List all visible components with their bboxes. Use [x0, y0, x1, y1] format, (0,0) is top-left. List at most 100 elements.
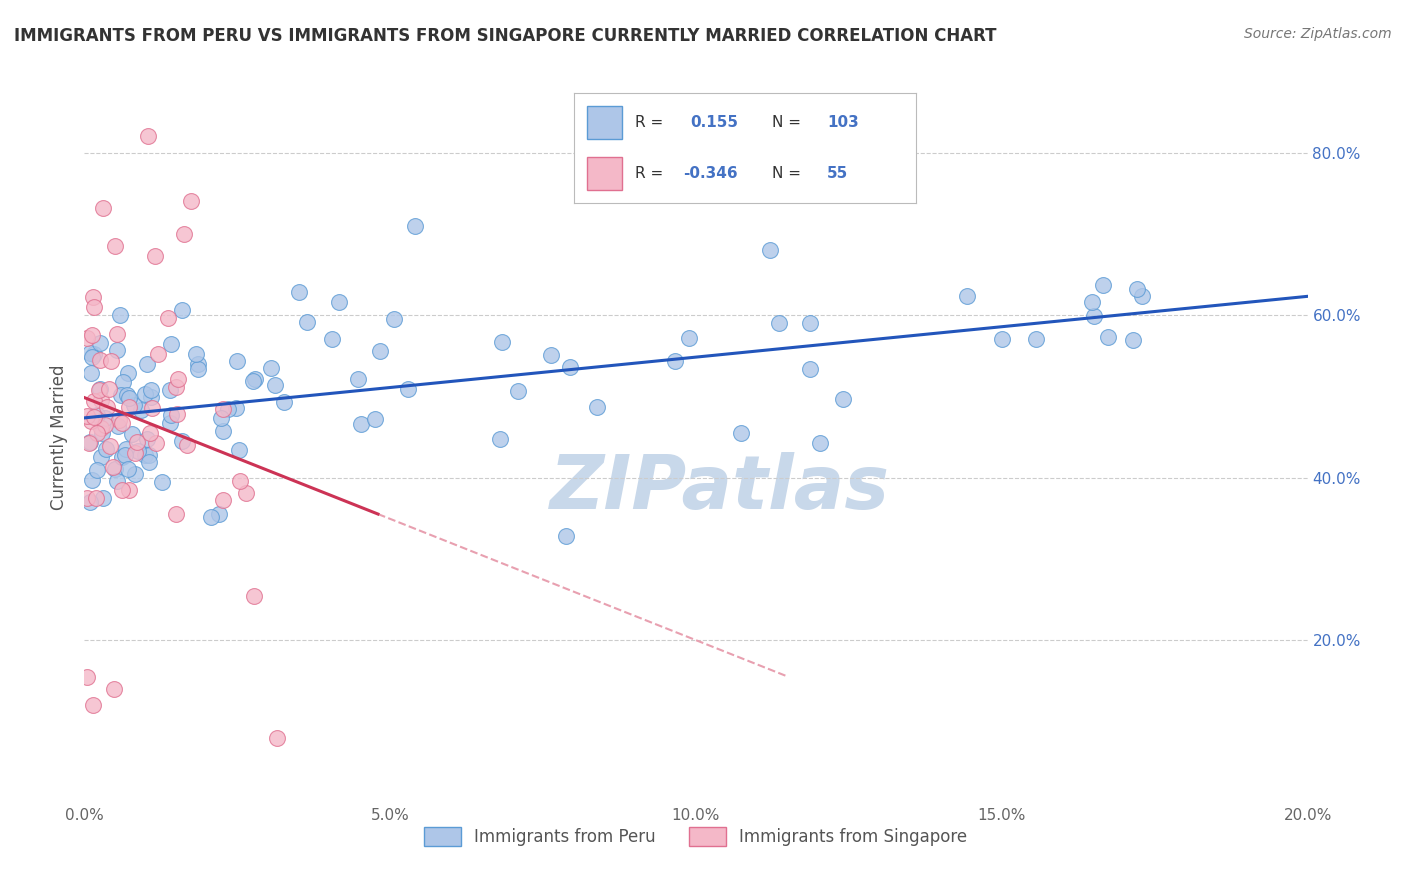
- Point: [129, 403, 152, 417]
- Point: [1125, 282, 1147, 296]
- Point: [111, 417, 134, 431]
- Point: [100, 354, 122, 368]
- Point: [150, 475, 173, 489]
- Point: [105, 326, 128, 341]
- Point: [114, 442, 136, 457]
- Point: [108, 308, 131, 322]
- Point: [90, 450, 112, 465]
- Point: [229, 474, 252, 488]
- Point: [83, 410, 105, 425]
- Point: [288, 285, 311, 299]
- Point: [160, 337, 183, 351]
- Point: [121, 427, 143, 442]
- Point: [139, 390, 162, 404]
- Point: [759, 243, 782, 257]
- Point: [211, 425, 233, 439]
- Point: [186, 347, 208, 361]
- Point: [108, 413, 131, 427]
- Point: [91, 491, 114, 506]
- Point: [176, 438, 198, 452]
- Point: [79, 495, 101, 509]
- Point: [491, 334, 513, 349]
- Point: [664, 353, 686, 368]
- Point: [83, 300, 105, 314]
- Point: [80, 414, 103, 428]
- Point: [404, 219, 426, 233]
- Point: [89, 335, 111, 350]
- Point: [209, 411, 232, 425]
- Point: [1097, 330, 1119, 344]
- Point: [173, 227, 195, 241]
- Point: [956, 289, 979, 303]
- Point: [160, 408, 183, 422]
- Point: [91, 202, 114, 216]
- Point: [678, 331, 700, 345]
- Point: [135, 432, 157, 446]
- Point: [235, 486, 257, 500]
- Point: [799, 317, 821, 331]
- Point: [111, 450, 134, 464]
- Point: [382, 312, 405, 326]
- Point: [172, 434, 194, 448]
- Point: [76, 670, 98, 684]
- Point: [489, 432, 512, 446]
- Point: [86, 408, 108, 422]
- Point: [991, 332, 1014, 346]
- Point: [97, 382, 120, 396]
- Point: [217, 402, 239, 417]
- Point: [103, 460, 125, 475]
- Point: [90, 425, 112, 440]
- Point: [115, 388, 138, 402]
- Point: [76, 491, 98, 505]
- Point: [243, 590, 266, 604]
- Y-axis label: Currently Married: Currently Married: [51, 364, 69, 510]
- Point: [242, 375, 264, 389]
- Point: [111, 483, 134, 498]
- Point: [730, 425, 752, 440]
- Point: [89, 384, 111, 398]
- Point: [124, 467, 146, 481]
- Point: [159, 416, 181, 430]
- Point: [136, 129, 159, 144]
- Point: [79, 346, 101, 360]
- Point: [347, 372, 370, 386]
- Point: [832, 392, 855, 406]
- Point: [93, 418, 115, 433]
- Point: [79, 436, 101, 450]
- Point: [127, 434, 149, 449]
- Point: [172, 303, 194, 318]
- Point: [1092, 278, 1115, 293]
- Point: [86, 425, 108, 440]
- Point: [107, 419, 129, 434]
- Point: [228, 442, 250, 457]
- Point: [165, 507, 187, 521]
- Point: [146, 347, 169, 361]
- Point: [127, 443, 149, 458]
- Point: [1130, 289, 1153, 303]
- Point: [208, 507, 231, 521]
- Point: [273, 394, 295, 409]
- Point: [808, 436, 831, 450]
- Point: [768, 316, 790, 330]
- Point: [180, 194, 202, 209]
- Point: [134, 387, 156, 401]
- Point: [1025, 332, 1047, 346]
- Point: [264, 378, 287, 392]
- Point: [84, 491, 107, 505]
- Point: [83, 347, 105, 361]
- Point: [79, 434, 101, 449]
- Point: [225, 401, 247, 416]
- Point: [89, 353, 111, 368]
- Point: [80, 327, 103, 342]
- Point: [243, 372, 266, 386]
- Point: [396, 382, 419, 396]
- Point: [82, 290, 104, 304]
- Text: IMMIGRANTS FROM PERU VS IMMIGRANTS FROM SINGAPORE CURRENTLY MARRIED CORRELATION : IMMIGRANTS FROM PERU VS IMMIGRANTS FROM …: [14, 27, 997, 45]
- Point: [136, 357, 159, 371]
- Point: [118, 400, 141, 414]
- Point: [266, 731, 288, 745]
- Point: [166, 407, 188, 421]
- Point: [321, 332, 343, 346]
- Point: [799, 362, 821, 376]
- Text: ZIPatlas: ZIPatlas: [550, 451, 890, 524]
